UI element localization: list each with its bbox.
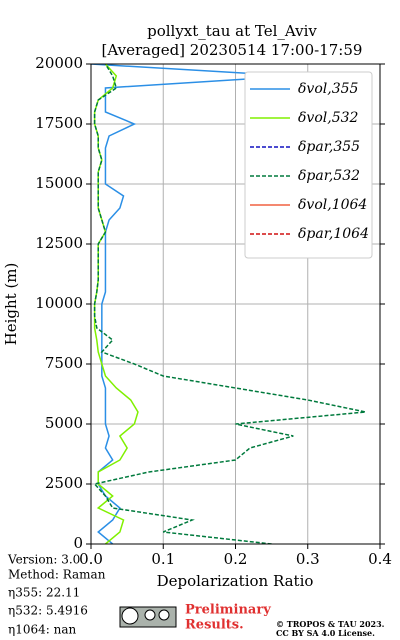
y-tick-label: 2500 (45, 474, 83, 492)
info-eta532: η532: 5.4916 (8, 604, 88, 618)
y-tick-label: 15000 (35, 174, 83, 192)
preliminary-text: Results. (185, 618, 244, 633)
y-tick-label: 20000 (35, 54, 83, 72)
cc-icon (119, 606, 177, 628)
y-axis-label: Height (m) (2, 263, 20, 346)
x-axis-label: Depolarization Ratio (157, 572, 314, 590)
legend-label: δvol,355 (298, 81, 359, 97)
y-tick-label: 17500 (35, 114, 83, 132)
y-tick-label: 10000 (35, 294, 83, 312)
info-method: Method: Raman (8, 568, 106, 582)
preliminary-text: Preliminary (185, 603, 271, 618)
legend-label: δpar,532 (298, 168, 360, 184)
y-tick-label: 0 (73, 534, 83, 552)
x-tick-label: 0.4 (368, 550, 392, 568)
info-eta355: η355: 22.11 (8, 586, 80, 600)
chart-subtitle: [Averaged] 20230514 17:00-17:59 (102, 41, 363, 59)
profile-line (93, 64, 366, 544)
x-tick-label: 0.1 (151, 550, 175, 568)
profile-line (91, 64, 294, 544)
copyright: CC BY SA 4.0 License. (276, 628, 375, 638)
info-eta1064: η1064: nan (8, 623, 76, 637)
x-tick-label: 0.3 (296, 550, 320, 568)
legend-label: δpar,355 (298, 139, 360, 155)
y-tick-label: 5000 (45, 414, 83, 432)
legend-label: δpar,1064 (298, 226, 369, 242)
chart-title: pollyxt_tau at Tel_Aviv (147, 22, 317, 40)
legend-label: δvol,1064 (298, 197, 367, 213)
x-tick-label: 0.2 (224, 550, 248, 568)
legend-label: δvol,532 (298, 110, 359, 126)
x-tick-label: 0.0 (79, 550, 103, 568)
info-version: Version: 3.0 (7, 553, 80, 567)
copyright: © TROPOS & TAU 2023. (276, 619, 385, 629)
y-tick-label: 7500 (45, 354, 83, 372)
y-tick-label: 12500 (35, 234, 83, 252)
plot-frame (90, 63, 381, 545)
